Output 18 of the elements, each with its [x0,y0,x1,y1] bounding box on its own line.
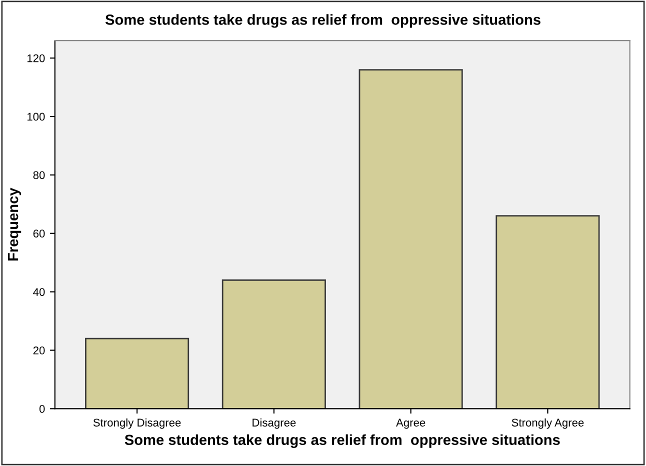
y-tick-label: 40 [33,288,45,296]
y-tick-label: 120 [28,54,45,62]
y-tick-label: 20 [33,346,45,354]
bar [85,338,190,409]
y-tick-label: 0 [39,404,45,413]
x-tick-label: Strongly Disagree [93,418,181,429]
x-tick-label: Agree [396,418,426,429]
x-axis-title: Some students take drugs as relief from oppressive situations [124,434,560,448]
x-tick-label: Disagree [252,418,296,429]
x-tick-label: Strongly Agree [512,418,584,429]
y-tick-label: 60 [33,230,45,238]
bar [222,279,326,409]
bar [496,215,600,409]
chart-title: Some students take drugs as relief from oppressive situations [105,14,540,28]
y-axis-title: Frequency [8,188,22,261]
y-tick-label: 100 [28,112,45,121]
y-tick-label: 80 [33,171,45,180]
bar [358,69,463,409]
